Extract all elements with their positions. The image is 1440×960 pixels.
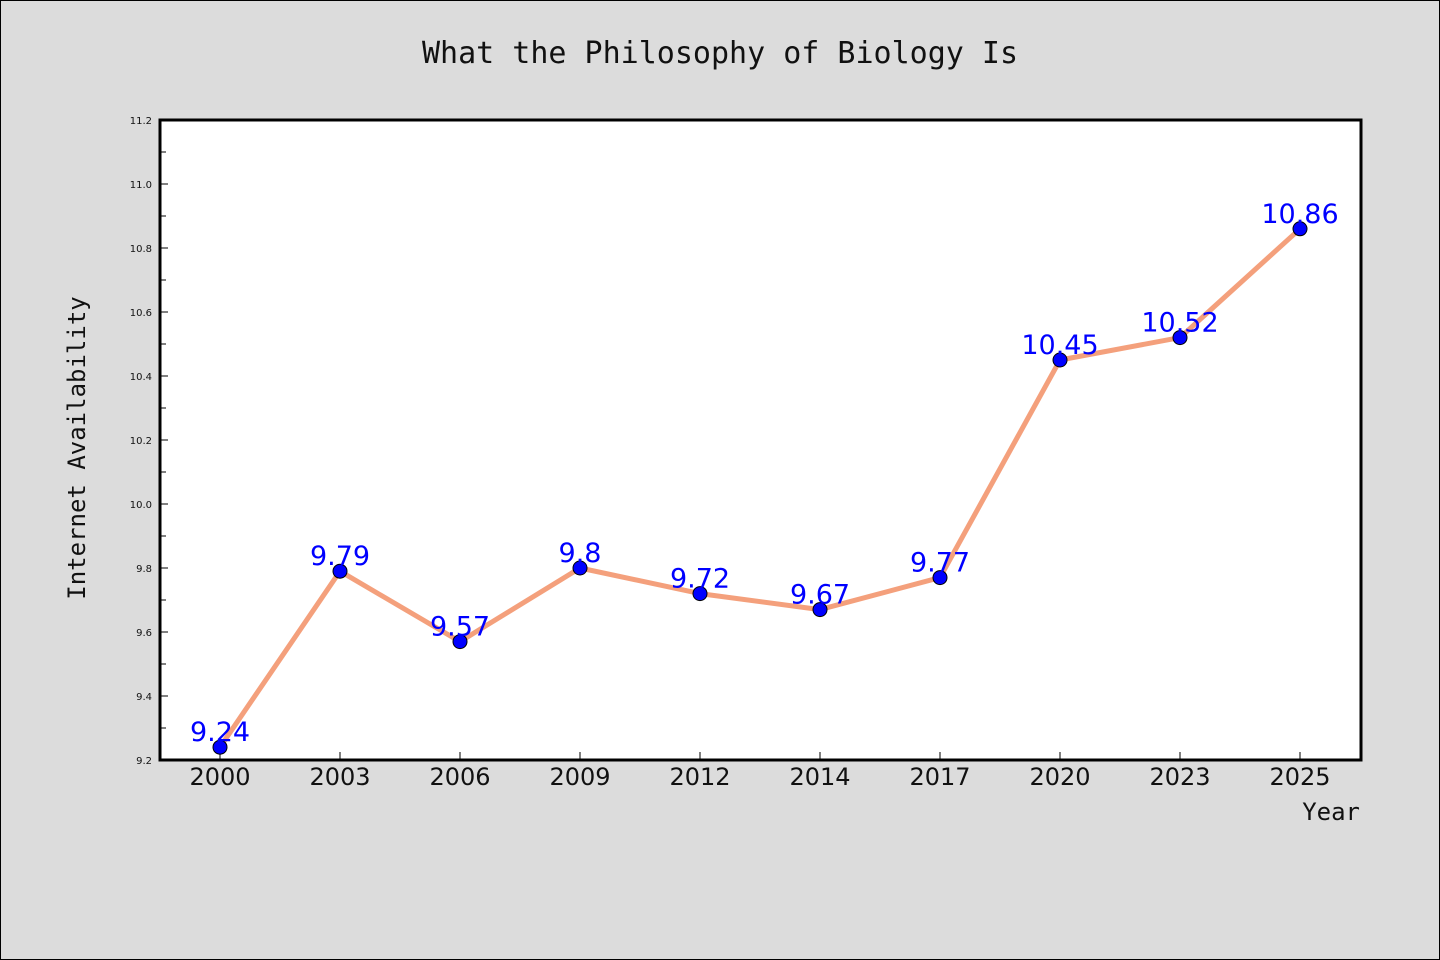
data-point	[1052, 352, 1068, 368]
y-tick-label: 9.8	[136, 564, 152, 575]
data-point	[572, 560, 588, 576]
series-line	[217, 226, 1303, 750]
data-label: 9.57	[430, 612, 490, 643]
data-point	[1292, 221, 1308, 237]
data-point	[212, 739, 228, 755]
y-tick-label: 11.0	[130, 180, 152, 191]
series-group: 9.24 9.79 9.57 9.8 9.72 9.67 9.77 10.45 10.52 10.…	[190, 199, 1339, 755]
x-tick-label: 2009	[549, 763, 610, 791]
data-point	[932, 570, 948, 586]
y-tick-label: 11.2	[130, 116, 152, 127]
data-point	[1172, 330, 1188, 346]
y-tick-label: 10.0	[130, 500, 152, 511]
data-label: 10.45	[1021, 330, 1098, 361]
y-tick-label: 9.2	[136, 756, 152, 767]
data-label: 9.8	[559, 538, 602, 569]
y-tick-label: 10.6	[130, 308, 152, 319]
x-axis-label: Year	[1302, 798, 1360, 826]
data-label: 9.24	[190, 717, 250, 748]
x-tick-label: 2020	[1029, 763, 1090, 791]
chart-title: What the Philosophy of Biology Is	[422, 36, 1018, 71]
x-tick-label: 2003	[309, 763, 370, 791]
y-tick-label: 10.2	[130, 436, 152, 447]
data-label: 10.86	[1261, 199, 1338, 230]
x-tick-label: 2000	[189, 763, 250, 791]
data-point	[452, 634, 468, 650]
x-tick-label: 2017	[909, 763, 970, 791]
plot-area	[158, 118, 1363, 762]
x-tick-label: 2023	[1149, 763, 1210, 791]
y-axis: 9.2 9.4 9.6 9.8 10.0 10.2 10.4 10.6 10.8 11.0 11.2	[130, 116, 168, 767]
y-tick-label: 9.4	[136, 692, 152, 703]
data-point	[812, 602, 828, 618]
data-label: 9.79	[310, 541, 370, 572]
x-tick-label: 2012	[669, 763, 730, 791]
x-tick-label: 2025	[1269, 763, 1330, 791]
data-label: 10.52	[1141, 308, 1218, 339]
data-label: 9.77	[910, 548, 970, 579]
x-tick-label: 2014	[789, 763, 850, 791]
y-tick-label: 9.6	[136, 628, 152, 639]
y-tick-label: 10.8	[130, 244, 152, 255]
data-label: 9.72	[670, 564, 730, 595]
y-axis-label: Internet Availability	[63, 296, 91, 599]
y-tick-label: 10.4	[130, 372, 152, 383]
data-label: 9.67	[790, 580, 850, 611]
data-point	[332, 563, 348, 579]
x-axis: 2000 2003 2006 2009 2012 2014 2017 2020 2023 2025	[189, 752, 1331, 791]
data-point	[692, 586, 708, 602]
x-tick-label: 2006	[429, 763, 490, 791]
